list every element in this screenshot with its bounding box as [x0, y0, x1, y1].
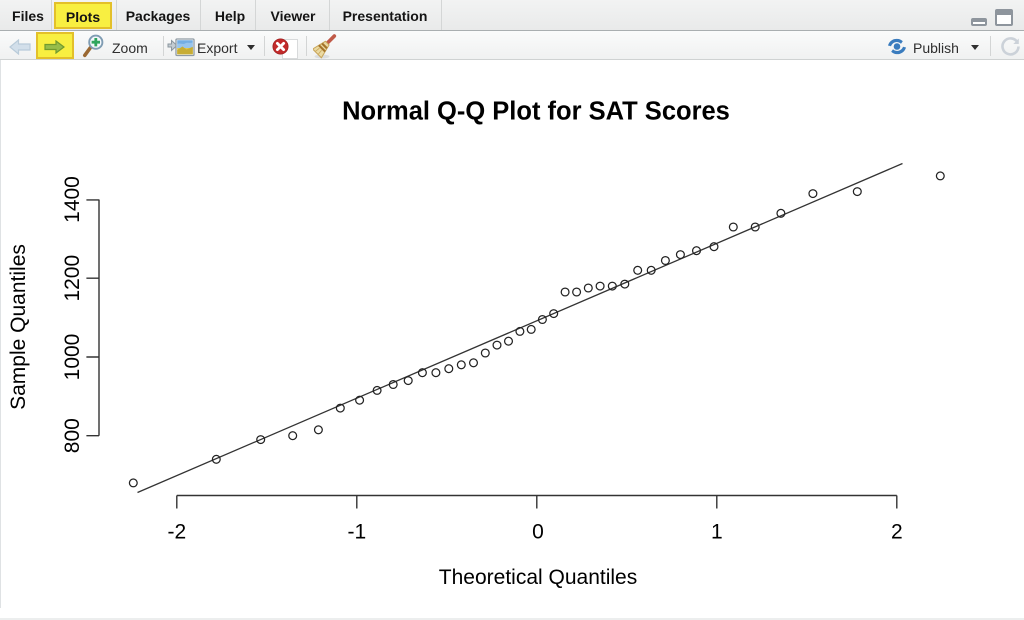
svg-text:1000: 1000	[61, 334, 84, 381]
svg-text:1400: 1400	[61, 176, 84, 223]
svg-text:Normal Q-Q Plot for SAT Scores: Normal Q-Q Plot for SAT Scores	[342, 98, 730, 126]
svg-text:Theoretical Quantiles: Theoretical Quantiles	[439, 566, 637, 589]
svg-text:0: 0	[532, 521, 544, 544]
svg-text:2: 2	[891, 521, 903, 544]
svg-text:800: 800	[61, 418, 84, 453]
svg-text:Sample Quantiles: Sample Quantiles	[7, 244, 30, 410]
svg-text:-2: -2	[167, 521, 186, 544]
svg-text:1200: 1200	[61, 255, 84, 302]
svg-text:-1: -1	[347, 521, 366, 544]
svg-text:1: 1	[711, 521, 723, 544]
